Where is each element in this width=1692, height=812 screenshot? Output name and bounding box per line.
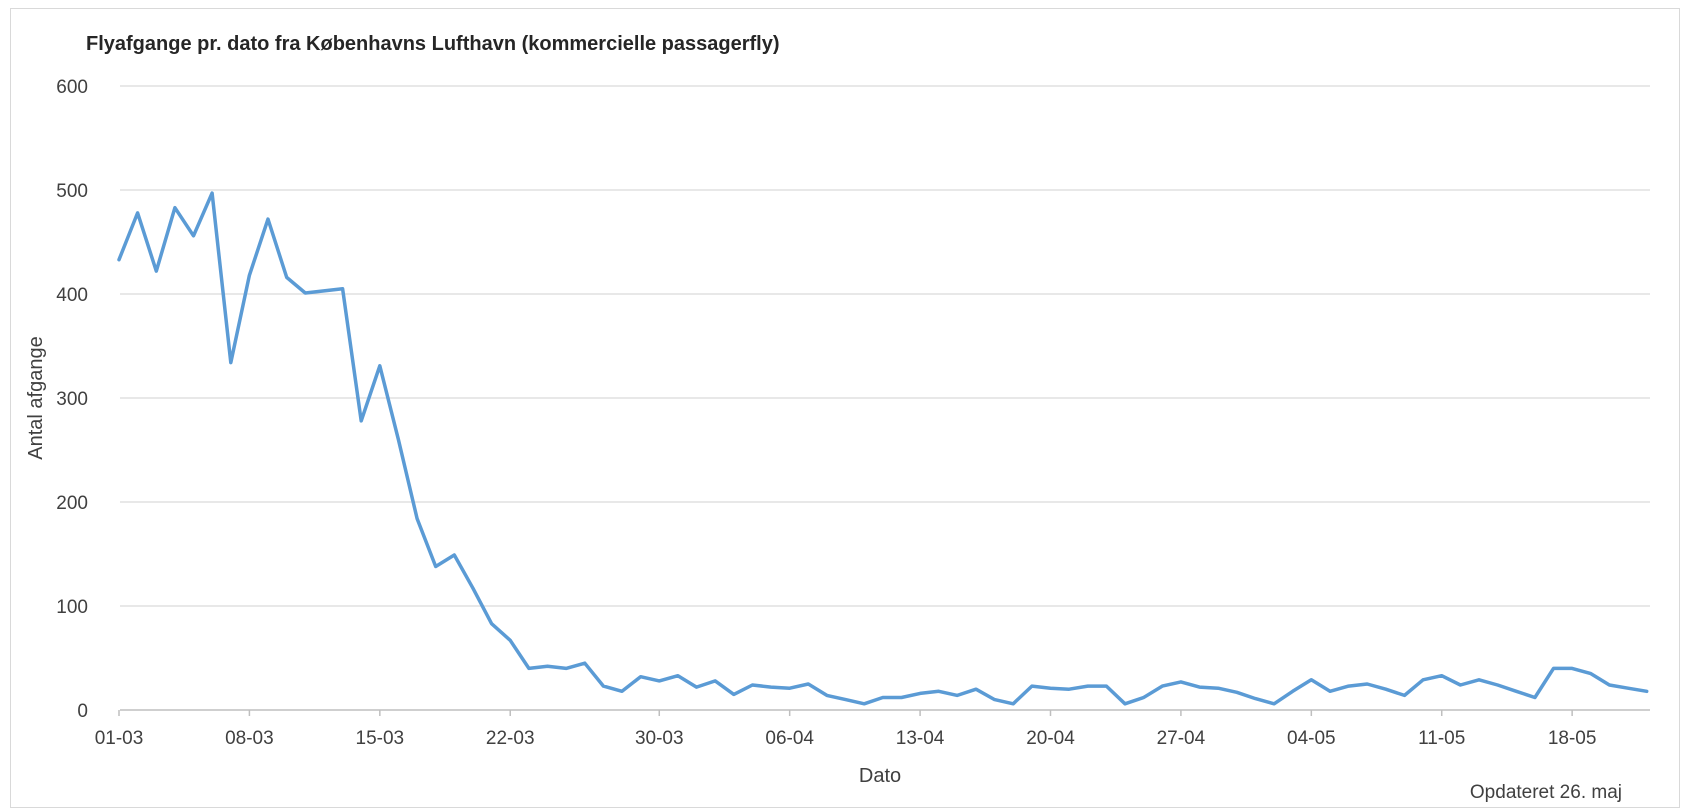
y-tick-label: 300 xyxy=(56,389,88,410)
series-line xyxy=(117,191,1649,706)
x-axis-label: Dato xyxy=(859,765,901,787)
y-tick-label: 400 xyxy=(56,285,88,306)
y-tick-label: 100 xyxy=(56,597,88,618)
update-note: Opdateret 26. maj xyxy=(1470,782,1622,803)
y-tick-label: 0 xyxy=(77,701,88,722)
x-axis-ticks: 01-03 08-03 15-03 22-03 30-03 06-04 13-04 20-04… xyxy=(95,710,1597,749)
gridlines xyxy=(120,85,1650,711)
x-tick-label: 22-03 xyxy=(486,728,535,749)
x-tick-label: 06-04 xyxy=(765,728,814,749)
y-tick-label: 600 xyxy=(56,77,88,98)
x-tick-label: 01-03 xyxy=(95,728,144,749)
series-layer xyxy=(117,191,1649,706)
x-tick-label: 27-04 xyxy=(1157,728,1206,749)
y-axis-ticks: 0 100 200 300 400 500 600 xyxy=(56,77,88,722)
x-tick-label: 18-05 xyxy=(1548,728,1597,749)
x-tick-label: 20-04 xyxy=(1026,728,1075,749)
x-tick-label: 08-03 xyxy=(225,728,274,749)
y-tick-label: 500 xyxy=(56,181,88,202)
y-tick-label: 200 xyxy=(56,493,88,514)
x-tick-label: 11-05 xyxy=(1418,728,1465,749)
chart-title: Flyafgange pr. dato fra Københavns Lufth… xyxy=(86,33,780,55)
y-axis-label: Antal afgange xyxy=(25,336,47,459)
x-tick-label: 15-03 xyxy=(356,728,405,749)
x-tick-label: 13-04 xyxy=(896,728,945,749)
x-tick-label: 30-03 xyxy=(635,728,684,749)
x-tick-label: 04-05 xyxy=(1287,728,1336,749)
chart-frame xyxy=(10,8,1680,808)
